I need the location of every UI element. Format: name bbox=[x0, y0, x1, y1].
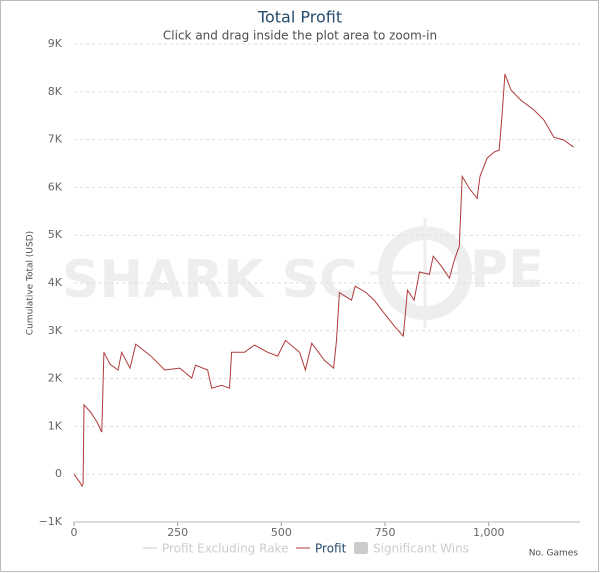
y-tick-label: −1K bbox=[39, 515, 63, 528]
legend-label: Significant Wins bbox=[373, 542, 469, 556]
x-tick-label: 500 bbox=[271, 526, 292, 539]
watermark: SHARK SC bbox=[62, 250, 357, 310]
x-tick-label: 250 bbox=[167, 526, 188, 539]
y-tick-label: 2K bbox=[48, 372, 63, 385]
y-tick-label: 3K bbox=[48, 324, 63, 337]
y-tick-label: 8K bbox=[48, 85, 63, 98]
legend-symbol bbox=[354, 542, 368, 554]
x-axis-title: No. Games bbox=[529, 549, 579, 559]
chart-title: Total Profit bbox=[257, 8, 342, 27]
profit-line bbox=[73, 73, 575, 488]
y-tick-label: 1K bbox=[48, 419, 63, 432]
chart-subtitle: Click and drag inside the plot area to z… bbox=[163, 29, 437, 43]
y-tick-label: 0 bbox=[55, 467, 62, 480]
y-tick-label: 6K bbox=[48, 180, 63, 193]
y-tick-label: 9K bbox=[48, 37, 63, 50]
y-tick-label: 5K bbox=[48, 228, 63, 241]
x-tick-label: 0 bbox=[71, 526, 78, 539]
legend-label: Profit bbox=[315, 542, 347, 556]
y-axis-title: Cumulative Total (USD) bbox=[26, 231, 36, 335]
x-tick-label: 750 bbox=[375, 526, 396, 539]
x-tick-label: 1,000 bbox=[473, 526, 505, 539]
watermark: PE bbox=[470, 240, 544, 300]
y-tick-label: 7K bbox=[48, 133, 63, 146]
legend-label: Profit Excluding Rake bbox=[162, 542, 288, 556]
y-tick-label: 4K bbox=[48, 276, 63, 289]
